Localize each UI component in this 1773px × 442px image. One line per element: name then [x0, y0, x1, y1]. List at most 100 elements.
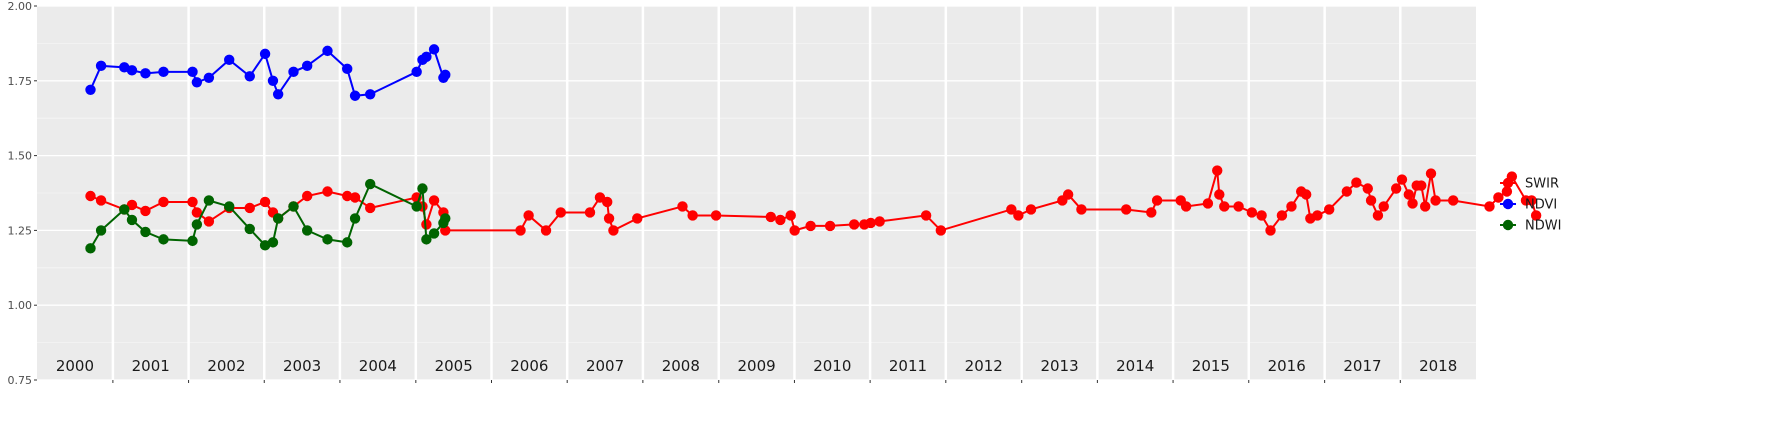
data-point-ndwi [191, 219, 203, 230]
data-point-swir [140, 205, 151, 217]
data-point-ndwi [288, 201, 299, 212]
data-point-ndvi [95, 60, 107, 72]
y-tick-label: 1.00 [8, 299, 33, 312]
data-point-swir [1265, 225, 1276, 236]
year-label: 2016 [1268, 357, 1306, 375]
series-line-swir [90, 170, 1538, 233]
data-point-ndvi [411, 66, 422, 78]
data-point-ndwi [85, 243, 96, 254]
data-point-ndvi [126, 65, 138, 76]
data-point-swir [1312, 210, 1323, 221]
legend-key-point [1502, 219, 1514, 231]
data-point-swir [349, 192, 361, 203]
data-point-swir [710, 210, 722, 221]
year-label: 2008 [662, 357, 700, 375]
data-point-ndwi [158, 234, 169, 245]
data-point-ndvi [440, 69, 451, 81]
data-point-swir [301, 190, 313, 202]
series-swir [85, 165, 1542, 236]
year-label: 2013 [1040, 357, 1078, 375]
data-point-swir [365, 202, 376, 214]
data-point-ndwi [224, 201, 235, 212]
data-point-ndvi [259, 48, 271, 60]
data-point-ndwi [349, 213, 361, 224]
data-point-swir [603, 213, 615, 224]
data-point-swir [1214, 189, 1225, 200]
data-point-swir [1372, 210, 1384, 221]
data-point-swir [865, 217, 876, 229]
data-point-ndvi [421, 51, 432, 63]
data-point-swir [1025, 204, 1037, 215]
data-point-swir [1365, 195, 1377, 206]
data-point-swir [191, 207, 203, 218]
data-point-swir [1180, 201, 1192, 212]
data-point-swir [1233, 201, 1244, 212]
data-point-swir [259, 196, 271, 208]
data-point-ndwi [411, 201, 422, 212]
data-point-swir [1416, 180, 1427, 191]
year-label: 2007 [586, 357, 624, 375]
year-dividers [111, 6, 1402, 380]
data-point-ndvi [158, 66, 169, 78]
minor-gridlines [37, 43, 1476, 344]
data-point-ndwi [203, 195, 215, 206]
data-point-swir [126, 199, 138, 211]
data-point-swir [687, 210, 698, 221]
data-point-ndvi [224, 54, 235, 66]
data-point-ndvi [428, 44, 440, 55]
data-point-ndvi [349, 90, 361, 101]
data-point-ndwi [267, 237, 279, 248]
legend-item-ndvi: NDVI [1500, 198, 1557, 213]
data-point-swir [187, 196, 198, 208]
data-point-swir [1256, 210, 1267, 221]
data-point-swir [1403, 189, 1415, 200]
data-point-swir [608, 225, 619, 236]
data-point-swir [602, 196, 613, 208]
data-point-swir [85, 190, 96, 202]
data-point-swir [1246, 207, 1258, 218]
year-label: 2004 [359, 357, 397, 375]
data-point-swir [935, 225, 947, 236]
data-point-swir [1484, 201, 1495, 212]
data-point-ndvi [191, 77, 203, 88]
data-point-swir [632, 213, 643, 224]
major-gridlines [37, 5, 1476, 381]
data-point-ndwi [440, 213, 451, 224]
legend-item-swir: SWIR [1500, 177, 1559, 192]
data-point-swir [1526, 195, 1537, 206]
data-point-swir [1212, 165, 1223, 176]
data-point-ndvi [267, 75, 279, 87]
data-point-ndwi [272, 213, 284, 224]
data-point-swir [1300, 189, 1312, 200]
data-point-ndwi [341, 237, 353, 248]
data-point-ndvi [272, 89, 284, 100]
data-point-ndwi [259, 240, 271, 251]
data-point-swir [244, 202, 255, 214]
data-point-swir [428, 195, 440, 206]
data-point-swir [1407, 198, 1418, 209]
data-point-swir [555, 207, 566, 218]
data-point-swir [1378, 201, 1389, 212]
data-point-swir [1276, 210, 1288, 221]
year-label: 2011 [889, 357, 927, 375]
data-point-swir [805, 220, 816, 232]
data-point-swir [677, 201, 688, 212]
data-point-ndwi [417, 183, 428, 194]
data-point-ndwi [421, 234, 432, 245]
data-point-ndvi [322, 45, 333, 57]
legend: SWIR NDVI NDWI [1500, 177, 1561, 234]
data-point-swir [1430, 195, 1441, 206]
data-point-ndvi [288, 66, 299, 78]
data-point-swir [1286, 201, 1297, 212]
year-label: 2015 [1192, 357, 1230, 375]
year-label: 2006 [510, 357, 548, 375]
data-point-ndwi [126, 214, 138, 226]
year-label: 2010 [813, 357, 851, 375]
data-point-ndvi [341, 63, 353, 75]
legend-label: NDWI [1525, 219, 1561, 234]
data-point-swir [1151, 195, 1163, 206]
data-point-swir [1006, 204, 1017, 215]
data-point-swir [1323, 204, 1335, 215]
year-label: 2000 [56, 357, 94, 375]
